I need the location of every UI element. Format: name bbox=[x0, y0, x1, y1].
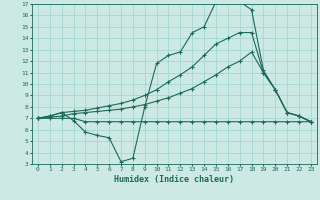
X-axis label: Humidex (Indice chaleur): Humidex (Indice chaleur) bbox=[115, 175, 234, 184]
